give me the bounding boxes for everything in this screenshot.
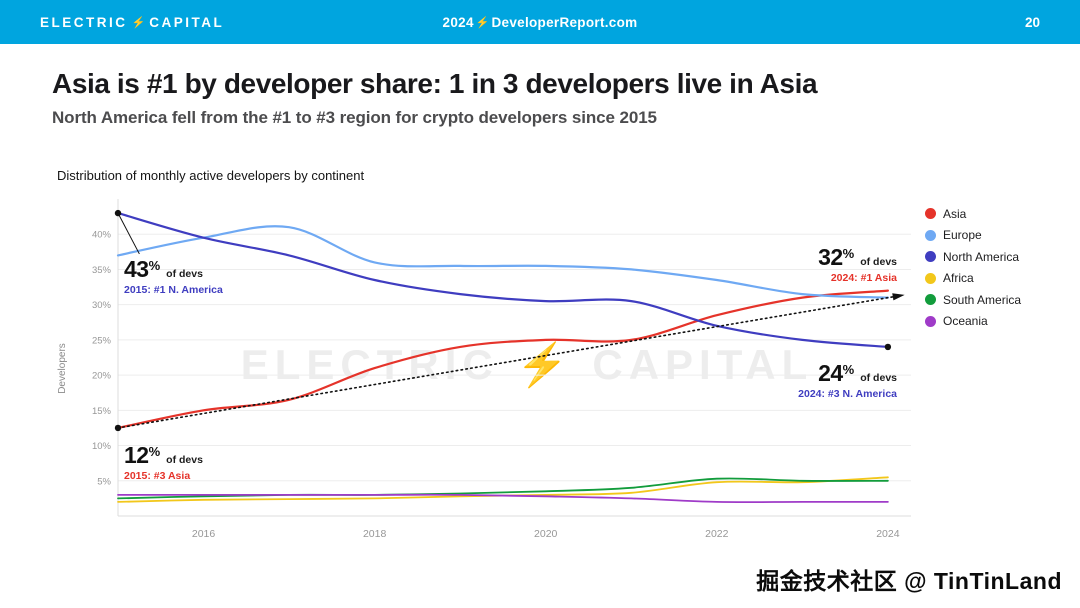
endpoint-dot [114, 424, 122, 432]
annotation-na-2024: 24% of devs 2024: #3 N. America [798, 360, 897, 401]
series-line-north-america [116, 212, 889, 348]
page-number: 20 [1024, 14, 1040, 30]
legend-label: South America [943, 292, 1022, 307]
brand-right-text: CAPITAL [149, 14, 225, 30]
y-tick-label: 25% [92, 335, 112, 346]
endpoint-dot [884, 343, 892, 351]
x-tick-label: 2024 [876, 528, 900, 540]
x-tick-label: 2020 [534, 528, 558, 540]
annotation-detail: 2024: #1 Asia [830, 272, 897, 285]
annotation-value-line: 32% of devs [818, 244, 897, 270]
y-tick-label: 40% [92, 230, 112, 241]
brand-logo: ELECTRIC ⚡ CAPITAL [40, 15, 224, 30]
lightning-bolt-icon: ⚡ [475, 16, 490, 29]
series-line-oceania [117, 493, 889, 504]
line-chart: ELECTRIC ⚡ CAPITAL 5% 10% 15% 20% 25% 30% 35% 40… [92, 199, 911, 540]
y-tick-label: 5% [97, 476, 111, 487]
annotation-value-line: 24% of devs [798, 360, 897, 386]
legend-item-africa: Africa [925, 268, 1021, 290]
annotation-asia-2024: 32% of devs 2024: #1 Asia [818, 244, 897, 285]
y-tick-label: 35% [92, 265, 112, 276]
annotation-percent-sign: % [842, 362, 855, 377]
annotation-na-2015: 43% of devs 2015: #1 N. America [124, 256, 223, 297]
legend-dot-icon [925, 272, 936, 284]
legend-item-europe: Europe [925, 225, 1021, 247]
legend-item-oceania: Oceania [925, 311, 1021, 333]
annotation-value: 24 [818, 360, 843, 386]
annotation-percent-sign: % [842, 246, 855, 261]
legend-dot-icon [925, 315, 936, 327]
legend-dot-icon [925, 229, 936, 241]
annotation-value: 43 [124, 256, 149, 282]
y-axis-title: Developers [52, 191, 72, 546]
legend-dot-icon [925, 251, 936, 263]
x-tick-label: 2018 [363, 528, 387, 540]
x-tick-label: 2016 [192, 528, 216, 540]
legend-label: Asia [943, 206, 967, 221]
annotation-label: of devs [166, 454, 203, 466]
trend-arrow-line [117, 294, 902, 429]
lightning-bolt-icon: ⚡ [131, 16, 146, 29]
annotation-value: 12 [124, 442, 149, 468]
page-subtitle: North America fell from the #1 to #3 reg… [52, 108, 657, 127]
legend: Asia Europe North America Africa South Ameri… [925, 191, 1021, 546]
page-title: Asia is #1 by developer share: 1 in 3 de… [52, 68, 818, 99]
legend-label: North America [943, 249, 1020, 264]
legend-label: Oceania [943, 314, 988, 329]
report-domain: DeveloperReport.com [491, 14, 638, 30]
trend-arrow-head [892, 293, 905, 301]
annotation-asia-2015: 12% of devs 2015: #3 Asia [124, 442, 203, 483]
plot-area: ELECTRIC ⚡ CAPITAL 5% 10% 15% 20% 25% 30% 35% 40… [72, 191, 917, 546]
legend-item-north-america: North America [925, 246, 1021, 268]
legend-item-asia: Asia [925, 203, 1021, 225]
legend-label: Africa [943, 271, 974, 286]
annotation-label: of devs [860, 256, 897, 268]
legend-label: Europe [943, 228, 982, 243]
legend-dot-icon [925, 294, 936, 306]
annotation-percent-sign: % [148, 444, 161, 459]
brand-left-text: ELECTRIC [40, 14, 128, 30]
community-watermark: 掘金技术社区 @ TinTinLand [756, 568, 1062, 594]
series-line-asia [116, 289, 889, 429]
x-tick-label: 2022 [705, 528, 729, 540]
annotation-label: of devs [860, 372, 897, 384]
developer-report-link[interactable]: 2024 ⚡ DeveloperReport.com [443, 15, 638, 30]
slide-content: Asia is #1 by developer share: 1 in 3 de… [0, 68, 1080, 546]
annotation-detail: 2015: #3 Asia [124, 470, 191, 483]
annotation-value: 32 [818, 244, 843, 270]
y-tick-label: 30% [92, 300, 112, 311]
chart-watermark: ELECTRIC ⚡ CAPITAL [241, 340, 814, 390]
annotation-callout-line [117, 212, 140, 255]
report-year: 2024 [442, 14, 474, 30]
annotation-value-line: 43% of devs [124, 256, 223, 282]
topbar: ELECTRIC ⚡ CAPITAL 2024 ⚡ DeveloperRepor… [0, 0, 1080, 44]
annotation-percent-sign: % [148, 258, 161, 273]
y-tick-label: 10% [92, 441, 112, 452]
y-tick-label: 20% [92, 371, 112, 382]
annotation-value-line: 12% of devs [124, 442, 203, 468]
annotation-detail: 2015: #1 N. America [124, 284, 223, 297]
y-axis-title-text: Developers [56, 343, 68, 394]
legend-dot-icon [925, 208, 936, 220]
annotation-label: of devs [166, 268, 203, 280]
y-tick-label: 15% [92, 406, 112, 417]
chart-title: Distribution of monthly active developer… [57, 168, 365, 183]
chart-region: Developers ELECTRIC ⚡ CAPITAL 5% 10% 15% 20%… [52, 191, 1080, 546]
legend-item-south-america: South America [925, 289, 1021, 311]
series-line-europe [116, 225, 889, 299]
endpoint-dot [114, 209, 122, 217]
annotation-detail: 2024: #3 N. America [798, 388, 897, 401]
